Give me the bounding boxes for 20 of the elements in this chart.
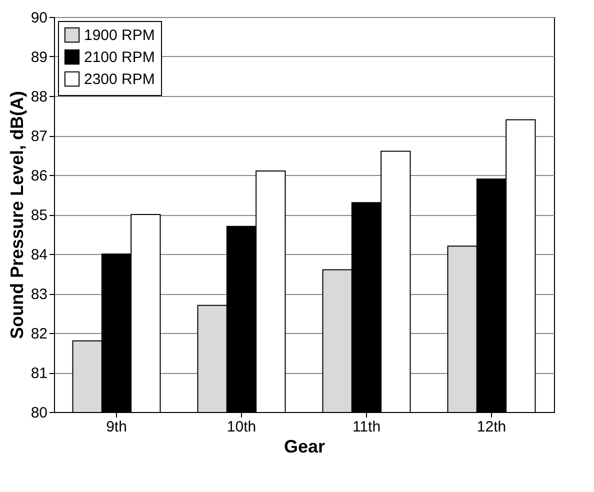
y-tick-label: 81 — [30, 365, 48, 382]
y-tick-label: 90 — [30, 10, 48, 26]
y-tick-label: 89 — [30, 49, 48, 66]
y-tick-label: 80 — [30, 404, 48, 422]
legend-label: 2100 RPM — [84, 49, 155, 66]
legend-label: 1900 RPM — [84, 27, 155, 44]
y-tick-label: 85 — [30, 207, 48, 224]
y-tick-label: 83 — [30, 286, 48, 303]
y-tick-label: 82 — [30, 326, 48, 342]
x-tick-label: 9th — [106, 418, 127, 436]
x-tick-label: 10th — [226, 418, 256, 436]
y-axis-title: Sound Pressure Level, dB(A) — [6, 90, 27, 340]
y-tick-label: 86 — [30, 168, 48, 184]
y-tick-label: 84 — [30, 246, 48, 264]
x-tick-label: 11th — [352, 418, 381, 436]
legend-label: 2300 RPM — [84, 71, 155, 88]
x-tick-label: 12th — [476, 418, 506, 436]
y-tick-label: 87 — [30, 128, 48, 145]
y-tick-label: 88 — [30, 88, 48, 106]
x-axis-title: Gear — [284, 436, 326, 456]
